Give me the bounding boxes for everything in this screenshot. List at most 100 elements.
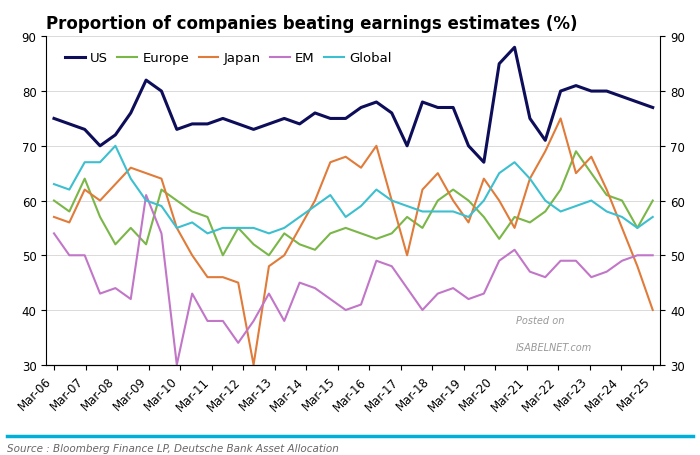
Japan	[280, 253, 288, 258]
Japan	[357, 166, 365, 171]
EM	[526, 269, 534, 275]
Global	[280, 226, 288, 231]
EM	[234, 340, 242, 346]
Text: Source : Bloomberg Finance LP, Deutsche Bank Asset Allocation: Source : Bloomberg Finance LP, Deutsche …	[7, 443, 339, 453]
US	[556, 89, 565, 95]
US	[418, 100, 426, 106]
Global	[342, 215, 350, 220]
Japan	[541, 149, 550, 155]
Japan	[96, 198, 104, 204]
Europe	[433, 198, 442, 204]
US	[618, 95, 626, 100]
EM	[311, 286, 319, 291]
US	[249, 127, 258, 133]
Text: ISABELNET.com: ISABELNET.com	[516, 342, 592, 352]
EM	[142, 193, 150, 198]
Europe	[173, 198, 181, 204]
Global	[96, 160, 104, 166]
Europe	[510, 215, 519, 220]
Japan	[65, 220, 74, 226]
EM	[449, 286, 457, 291]
US	[388, 111, 396, 116]
Global	[418, 209, 426, 215]
US	[173, 127, 181, 133]
US	[311, 111, 319, 116]
Global	[587, 198, 596, 204]
Global	[495, 171, 503, 177]
US	[142, 78, 150, 84]
EM	[388, 264, 396, 269]
EM	[572, 258, 580, 264]
US	[603, 89, 611, 95]
Line: EM: EM	[54, 196, 652, 365]
Japan	[587, 155, 596, 160]
EM	[188, 291, 197, 297]
Europe	[142, 242, 150, 248]
Global	[634, 226, 642, 231]
Line: Global: Global	[54, 147, 652, 234]
Legend: US, Europe, Japan, EM, Global: US, Europe, Japan, EM, Global	[65, 52, 391, 65]
Global	[218, 226, 227, 231]
Europe	[587, 171, 596, 177]
Japan	[142, 171, 150, 177]
US	[265, 122, 273, 127]
Global	[173, 226, 181, 231]
Europe	[80, 177, 89, 182]
Europe	[65, 209, 74, 215]
Global	[433, 209, 442, 215]
EM	[80, 253, 89, 258]
US	[203, 122, 211, 127]
EM	[96, 291, 104, 297]
EM	[603, 269, 611, 275]
EM	[111, 286, 120, 291]
Line: US: US	[54, 48, 652, 163]
US	[510, 46, 519, 51]
Global	[449, 209, 457, 215]
Japan	[80, 187, 89, 193]
Global	[234, 226, 242, 231]
EM	[403, 286, 412, 291]
US	[449, 106, 457, 111]
US	[433, 106, 442, 111]
US	[326, 116, 335, 122]
Global	[142, 198, 150, 204]
US	[372, 100, 381, 106]
EM	[203, 318, 211, 324]
Japan	[449, 198, 457, 204]
EM	[372, 258, 381, 264]
Global	[65, 187, 74, 193]
EM	[495, 258, 503, 264]
Europe	[249, 242, 258, 248]
Europe	[388, 231, 396, 237]
EM	[173, 362, 181, 368]
Europe	[265, 253, 273, 258]
US	[464, 144, 473, 149]
Text: Proportion of companies beating earnings estimates (%): Proportion of companies beating earnings…	[46, 15, 578, 33]
US	[158, 89, 166, 95]
Global	[388, 198, 396, 204]
US	[50, 116, 58, 122]
EM	[295, 280, 304, 286]
Japan	[464, 220, 473, 226]
Japan	[188, 253, 197, 258]
Europe	[111, 242, 120, 248]
EM	[280, 318, 288, 324]
Europe	[280, 231, 288, 237]
EM	[342, 308, 350, 313]
Japan	[495, 198, 503, 204]
Japan	[634, 264, 642, 269]
US	[127, 111, 135, 116]
Europe	[203, 215, 211, 220]
Japan	[50, 215, 58, 220]
Japan	[111, 182, 120, 187]
Japan	[526, 177, 534, 182]
US	[495, 62, 503, 67]
Europe	[556, 187, 565, 193]
EM	[218, 318, 227, 324]
Text: Posted on: Posted on	[516, 316, 564, 326]
US	[234, 122, 242, 127]
Global	[480, 198, 488, 204]
Global	[603, 209, 611, 215]
US	[634, 100, 642, 106]
Europe	[403, 215, 412, 220]
